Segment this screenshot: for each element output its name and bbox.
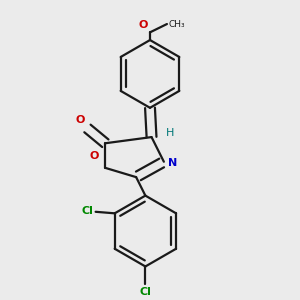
Text: N: N bbox=[168, 158, 177, 168]
Text: O: O bbox=[89, 151, 99, 160]
Text: O: O bbox=[75, 115, 84, 125]
Text: Cl: Cl bbox=[140, 287, 151, 297]
Text: O: O bbox=[138, 20, 148, 30]
Text: CH₃: CH₃ bbox=[169, 20, 185, 28]
Text: H: H bbox=[166, 128, 175, 138]
Text: Cl: Cl bbox=[81, 206, 93, 216]
